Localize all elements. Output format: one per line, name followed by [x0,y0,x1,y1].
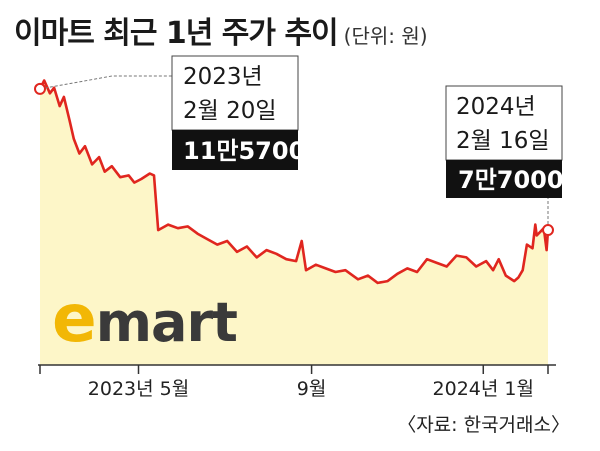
callout-value-start: 11만5700 [183,137,305,165]
source-note: 〈자료: 한국거래소〉 [397,414,570,436]
callout-leader-start [39,75,172,90]
callout-value-box-start [172,130,298,170]
emart-logo-e: e [52,280,97,357]
title-row: 이마트 최근 1년 주가 추이 (단위: 원) [14,8,428,52]
unit-label: (단위: 원) [343,24,428,48]
price-line [38,79,550,285]
emart-logo-rest: mart [95,291,238,354]
callout-value-end: 7만7000 [458,166,564,194]
marker-end [542,224,554,237]
x-tick-label: 2023년 5월 [88,378,189,400]
emart-logo: emart [52,280,238,357]
callout-year-start: 2023년 [183,64,263,90]
price-area-fill [40,80,548,365]
callout-day-start: 2월 20일 [183,98,277,124]
callout-date-box-start [171,55,299,131]
x-tick-label: 2024년 1월 [433,378,534,400]
callout-value-box-end [446,160,562,198]
marker-start [34,82,46,95]
chart-title: 이마트 최근 1년 주가 추이 [14,16,339,51]
callout-day-end: 2월 16일 [456,128,550,154]
callout-year-end: 2024년 [456,94,536,120]
x-axis: 2023년 5월 9월 2024년 1월 [38,364,556,400]
callout-date-box-end [445,85,563,161]
callout-layer: 2023년 2월 20일 11만5700 2024년 2월 16일 7만7000 [34,55,564,237]
x-tick-label: 9월 [297,378,327,400]
area-layer [38,79,550,365]
